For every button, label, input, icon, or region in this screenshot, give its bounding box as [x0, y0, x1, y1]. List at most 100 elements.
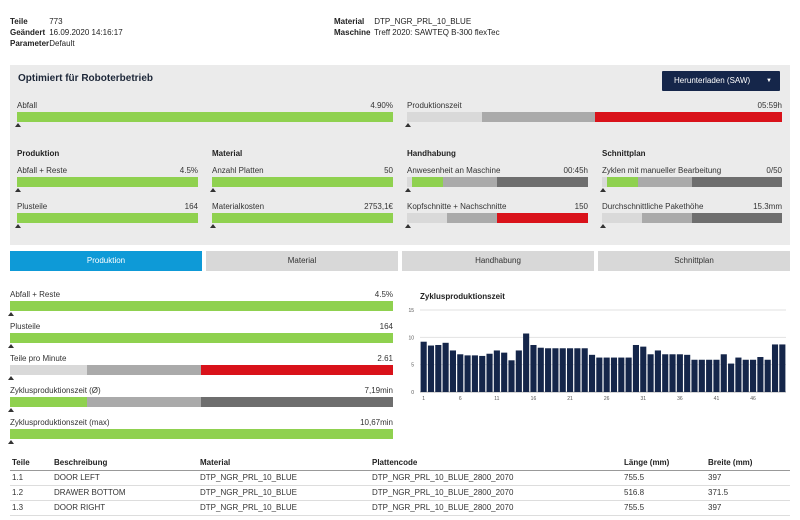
metric-label: Produktionszeit: [407, 101, 462, 110]
download-button-label: Herunterladen (SAW): [674, 76, 751, 85]
x-tick-label: 21: [567, 396, 573, 402]
chart-bar: [640, 346, 647, 392]
metric-value: 4.5%: [374, 290, 393, 299]
header-row-parameter: Parameter Default: [10, 39, 75, 48]
x-tick-label: 31: [640, 396, 646, 402]
metric-value: 150: [574, 202, 588, 211]
chart-bar: [508, 360, 515, 392]
column-header[interactable]: Länge (mm): [622, 456, 706, 471]
chart-bar: [588, 354, 596, 392]
table-cell: 1.3: [10, 500, 52, 516]
metric-bar: [17, 213, 198, 223]
metric-bar: [602, 177, 782, 187]
chart-bar: [757, 357, 764, 392]
chart-bar: [720, 354, 727, 392]
chart-bar: [735, 357, 742, 392]
chart-bar: [706, 359, 713, 392]
metric-bar: [10, 333, 393, 343]
column-header[interactable]: Breite (mm): [706, 456, 790, 471]
table-cell: DTP_NGR_PRL_10_BLUE: [198, 485, 370, 501]
chart-bar: [530, 344, 537, 392]
marker-icon: [15, 224, 21, 228]
metric-value: 2.61: [377, 354, 393, 363]
chart-bar: [552, 348, 559, 392]
metric-bar: [10, 429, 393, 439]
chart-bar: [603, 357, 610, 392]
tab-produktion[interactable]: Produktion: [10, 251, 202, 271]
table-cell: 1.2: [10, 485, 52, 501]
header-row-changed: Geändert 16.09.2020 14:16:17: [10, 28, 123, 37]
chart-bar: [537, 347, 544, 392]
download-button[interactable]: Herunterladen (SAW) ▼: [662, 71, 780, 91]
table-cell: DTP_NGR_PRL_10_BLUE_2800_2070: [370, 500, 622, 516]
table-row[interactable]: 1.3 DOOR RIGHT DTP_NGR_PRL_10_BLUE DTP_N…: [10, 500, 790, 516]
marker-icon: [8, 344, 14, 348]
table-row[interactable]: 1.2 DRAWER BOTTOM DTP_NGR_PRL_10_BLUE DT…: [10, 485, 790, 501]
header-info-left: Teile 773 Geändert 16.09.2020 14:16:17 P…: [10, 16, 123, 49]
chart-bar: [698, 359, 705, 392]
metric-value: 50: [384, 166, 393, 175]
marker-icon: [600, 188, 606, 192]
table-cell: 755.5: [622, 470, 706, 486]
metric-label: Anwesenheit an Maschine: [407, 166, 501, 175]
x-tick-label: 16: [531, 396, 537, 402]
chart-bar: [632, 344, 639, 392]
table-header-row: Teile Beschreibung Material Plattencode …: [10, 456, 790, 471]
chart-bar: [669, 354, 676, 392]
metric-label: Abfall: [17, 101, 38, 110]
marker-icon: [600, 224, 606, 228]
header-row-parts: Teile 773: [10, 17, 63, 26]
chart-bar: [610, 357, 618, 392]
metric-bar: [212, 177, 393, 187]
metric-value: 164: [184, 202, 198, 211]
metric-bar: [407, 213, 588, 223]
marker-icon: [210, 188, 216, 192]
column-header[interactable]: Material: [198, 456, 370, 471]
metric-value: 15.3mm: [753, 202, 782, 211]
chart-bar: [471, 355, 478, 392]
chart-bar: [442, 342, 449, 392]
tab-handhabung[interactable]: Handhabung: [402, 251, 594, 271]
chart-bar: [625, 357, 632, 392]
metric-label: Zyklusproduktionszeit (max): [10, 418, 110, 427]
metric-label: Teile pro Minute: [10, 354, 67, 363]
x-tick-label: 6: [459, 396, 462, 402]
chart-bar: [581, 348, 588, 392]
y-tick-label: 10: [408, 335, 414, 341]
chart-bar: [764, 359, 771, 392]
table-cell: DRAWER BOTTOM: [52, 485, 198, 501]
column-header[interactable]: Teile: [10, 456, 52, 471]
metric-value: 10,67min: [360, 418, 393, 427]
chart-bar: [420, 341, 427, 392]
chart-bar: [449, 350, 456, 392]
chart-bar: [728, 363, 735, 392]
metric-label: Materialkosten: [212, 202, 265, 211]
chart-bar: [515, 350, 522, 392]
parts-table: Teile Beschreibung Material Plattencode …: [10, 456, 790, 516]
tab-material[interactable]: Material: [206, 251, 398, 271]
chart-bar: [713, 359, 720, 392]
metric-label: Durchschnittliche Pakethöhe: [602, 202, 704, 211]
y-tick-label: 0: [411, 390, 414, 396]
chart-bar: [523, 333, 530, 392]
chart-bar: [501, 352, 508, 392]
chart-bar: [435, 344, 442, 392]
chart-bar: [596, 357, 603, 392]
column-header[interactable]: Beschreibung: [52, 456, 198, 471]
chart-bar: [684, 354, 691, 392]
caret-down-icon: ▼: [766, 78, 772, 84]
metric-label: Zyklusproduktionszeit (Ø): [10, 386, 101, 395]
chart-bar: [742, 359, 749, 392]
section-handhabung: Handhabung: [407, 149, 456, 158]
header-row-material: Material DTP_NGR_PRL_10_BLUE: [334, 17, 472, 26]
chart-bar: [676, 354, 683, 392]
tab-schnittplan[interactable]: Schnittplan: [598, 251, 790, 271]
column-header[interactable]: Plattencode: [370, 456, 622, 471]
chart-bar: [545, 348, 552, 392]
table-row[interactable]: 1.1 DOOR LEFT DTP_NGR_PRL_10_BLUE DTP_NG…: [10, 470, 790, 486]
chart-bar: [618, 357, 625, 392]
metric-bar: [10, 365, 393, 375]
metric-bar: [10, 301, 393, 311]
section-schnittplan: Schnittplan: [602, 149, 646, 158]
